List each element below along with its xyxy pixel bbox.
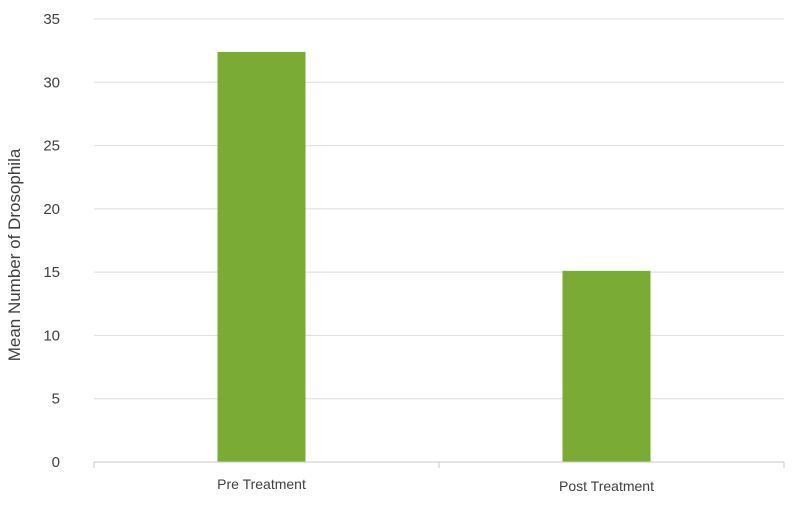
y-tick-label: 15	[43, 264, 60, 281]
y-tick-label: 0	[52, 454, 60, 471]
y-tick-label: 35	[43, 11, 60, 28]
bar-pre-treatment	[217, 51, 306, 463]
y-tick-label: 5	[52, 391, 60, 408]
y-axis-ticks: 0 5 10 15 20 25 30 35	[43, 11, 60, 471]
x-tick-label: Pre Treatment	[217, 476, 306, 492]
bar-post-treatment	[562, 270, 651, 462]
y-tick-label: 20	[43, 201, 60, 218]
gridlines	[94, 18, 784, 400]
y-axis-label: Mean Number of Drosophila	[5, 148, 24, 361]
y-tick-label: 30	[43, 74, 60, 91]
x-axis: Pre Treatment Post Treatment	[93, 461, 785, 494]
bars	[217, 51, 651, 463]
x-tick-label: Post Treatment	[559, 478, 654, 494]
y-tick-label: 25	[43, 138, 60, 155]
y-tick-label: 10	[43, 327, 60, 344]
